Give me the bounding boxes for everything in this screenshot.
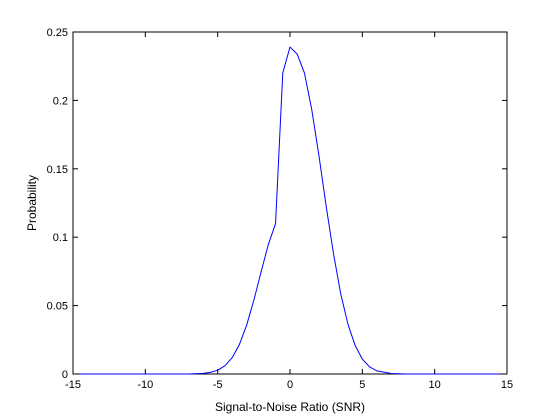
x-tick-label: 10: [429, 379, 441, 391]
x-tick-label: 0: [287, 379, 293, 391]
y-tick-label: 0.1: [53, 232, 68, 244]
x-axis-label: Signal-to-Noise Ratio (SNR): [215, 400, 365, 414]
y-axis: 0 0.05 0.1 0.15 0.2 0.25: [47, 27, 507, 381]
y-tick-label: 0.15: [47, 164, 68, 176]
x-tick-label: -10: [137, 379, 153, 391]
x-axis: -15 -10 -5 0 5 10 15: [65, 32, 513, 391]
y-tick-label: 0.25: [47, 27, 68, 39]
series-line: [80, 46, 500, 375]
plot-frame: [72, 31, 508, 375]
y-axis-label: Probability: [25, 175, 39, 231]
y-tick-label: 0.05: [47, 301, 68, 313]
x-tick-label: 5: [359, 379, 365, 391]
x-tick-label: -15: [65, 379, 81, 391]
y-tick-label: 0.2: [53, 95, 68, 107]
x-tick-label: 15: [501, 379, 513, 391]
x-tick-label: -5: [213, 379, 223, 391]
plot-area: [72, 31, 508, 375]
y-tick-label: 0: [62, 369, 68, 381]
series-layer: [80, 46, 500, 375]
